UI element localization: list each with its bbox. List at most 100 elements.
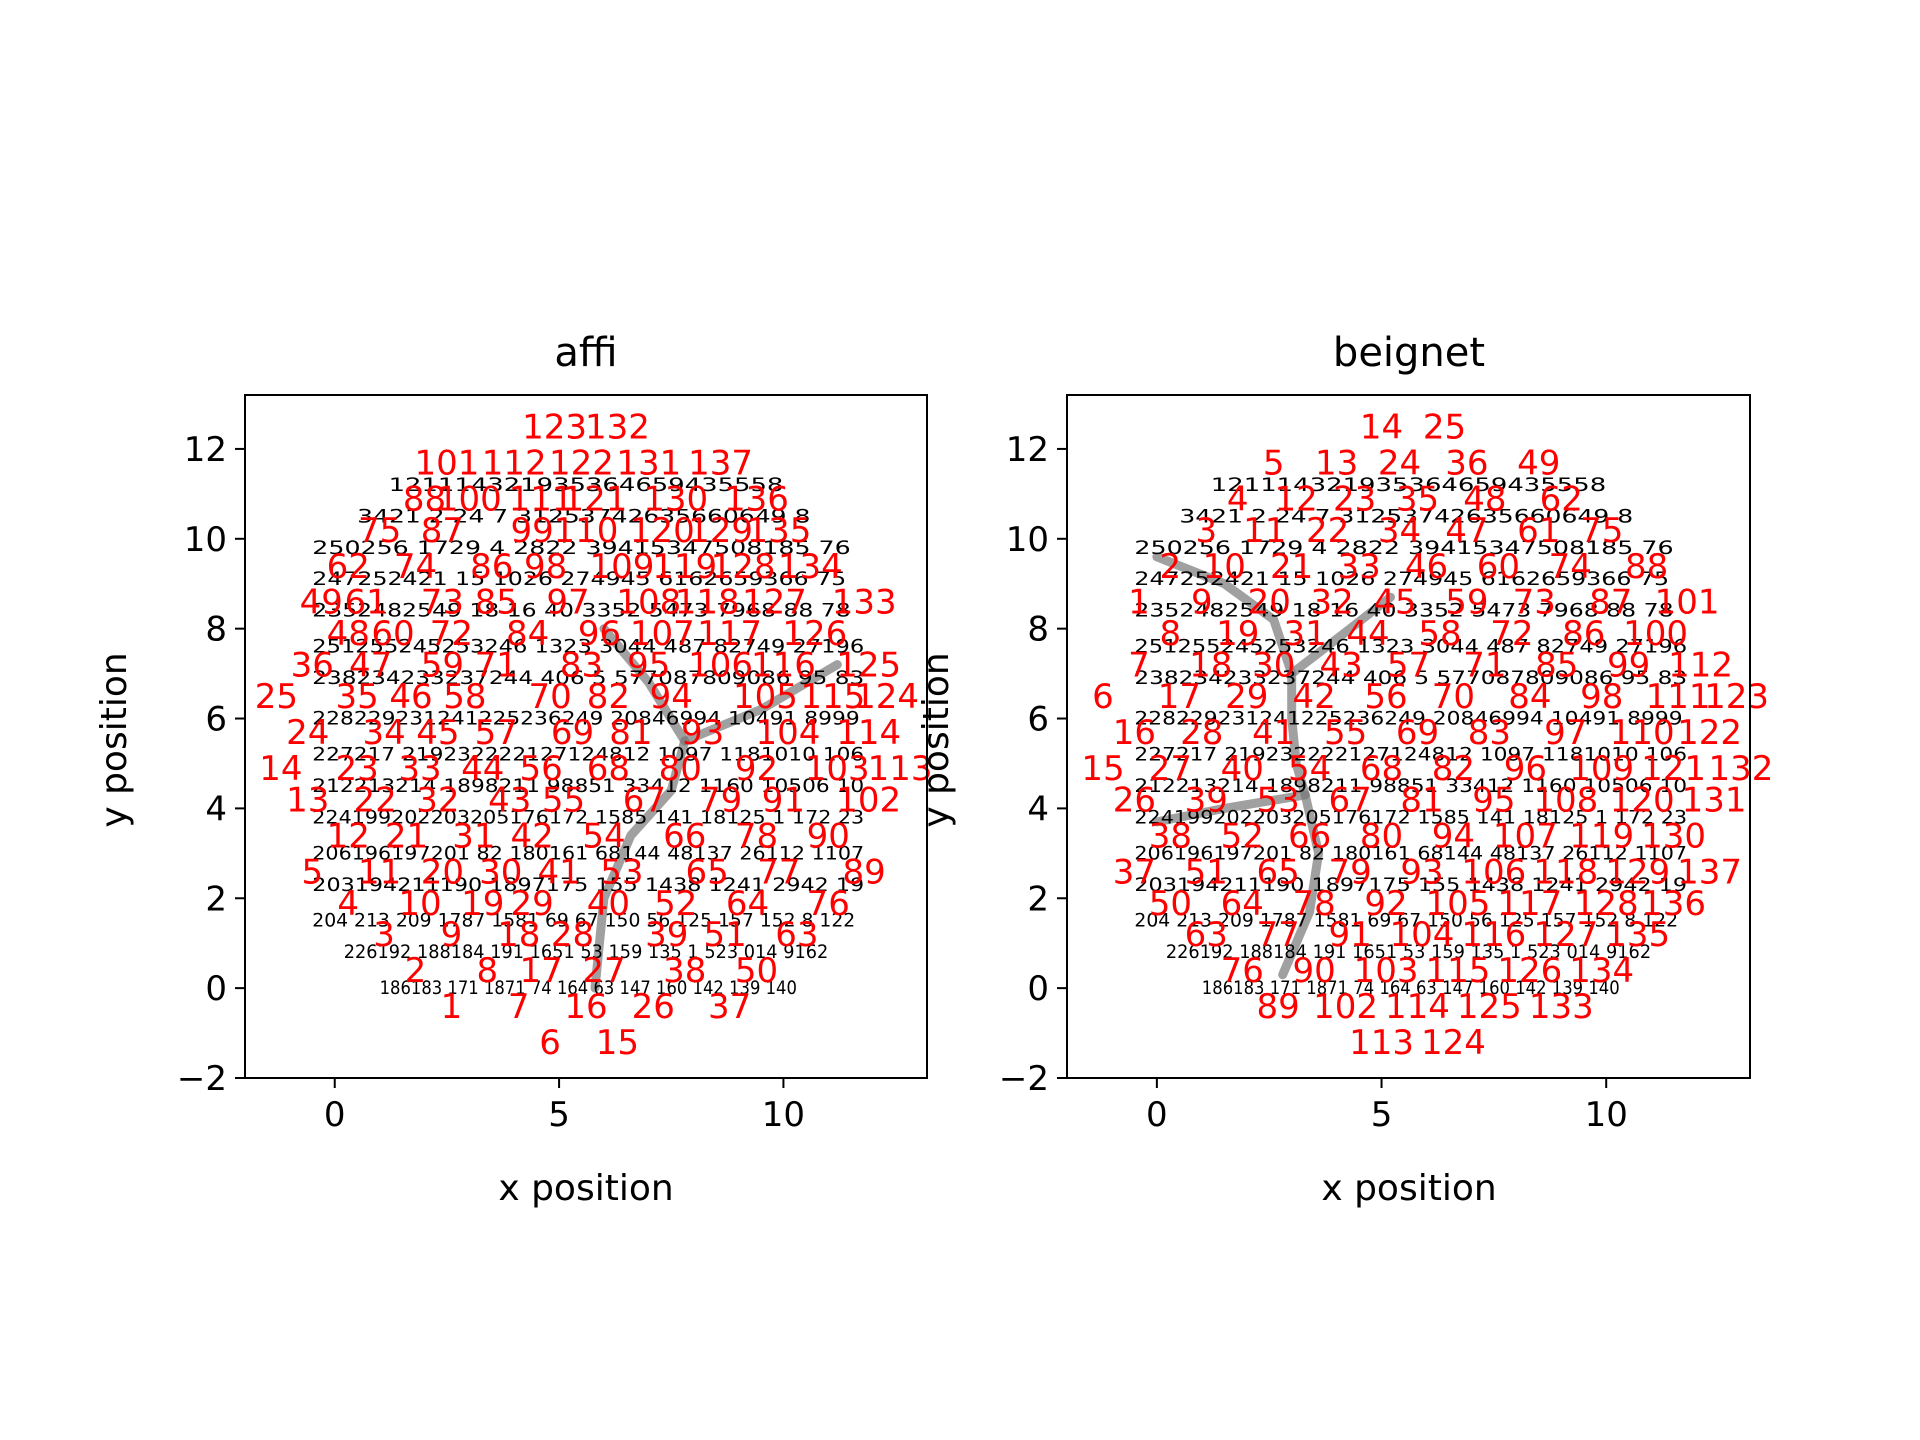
y-tick-label: 4 xyxy=(1027,789,1049,829)
red-node-label: 32 xyxy=(1310,583,1353,623)
red-node-label: 16 xyxy=(1113,713,1156,753)
red-node-label: 64 xyxy=(726,884,769,924)
red-node-label: 103 xyxy=(1354,951,1419,991)
y-tick-label: 12 xyxy=(184,430,227,470)
red-node-label: 74 xyxy=(1549,547,1592,587)
red-node-label: 113 xyxy=(868,749,933,789)
red-node-label: 23 xyxy=(336,749,379,789)
y-tick-label: 6 xyxy=(205,700,227,740)
red-node-label: 104 xyxy=(1390,915,1455,955)
x-axis-label-affi: x position xyxy=(498,1168,673,1209)
red-node-label: 40 xyxy=(587,884,630,924)
red-node-label: 99 xyxy=(511,511,554,551)
red-node-label: 32 xyxy=(416,780,459,820)
red-node-label: 35 xyxy=(1396,479,1439,519)
red-node-label: 61 xyxy=(1517,511,1560,551)
red-node-label: 2 xyxy=(405,951,427,991)
red-node-label: 15 xyxy=(1081,749,1124,789)
black-node-label-row: 206196197201 82 180161 68144 48137 26112… xyxy=(312,842,864,864)
red-node-label: 72 xyxy=(1490,614,1533,654)
red-node-label: 33 xyxy=(398,749,441,789)
red-node-label: 111 xyxy=(509,479,574,519)
red-node-label: 114 xyxy=(836,713,901,753)
red-node-label: 115 xyxy=(800,677,865,717)
axes-frame-beignet xyxy=(1066,394,1751,1079)
red-node-label: 65 xyxy=(1257,852,1300,892)
red-node-label: 107 xyxy=(1493,816,1558,856)
red-node-label: 19 xyxy=(461,884,504,924)
red-node-label: 132 xyxy=(585,407,650,447)
red-node-label: 106 xyxy=(1461,852,1526,892)
red-node-label: 94 xyxy=(1432,816,1475,856)
red-node-label: 120 xyxy=(1610,780,1675,820)
black-node-label-row: 186183 171 1871 74 164 63 147 160 142 13… xyxy=(1202,977,1620,999)
black-node-label-row: 251255245253246 1323 3044 487 82749 2719… xyxy=(1134,636,1687,658)
red-node-label: 101 xyxy=(1655,583,1720,623)
red-node-label: 67 xyxy=(1328,780,1371,820)
red-node-label: 62 xyxy=(327,547,370,587)
red-node-label: 131 xyxy=(1682,780,1747,820)
red-node-label: 93 xyxy=(681,713,724,753)
red-node-label: 122 xyxy=(549,443,614,483)
red-node-label: 82 xyxy=(587,677,630,717)
red-node-label: 18 xyxy=(497,915,540,955)
red-node-label: 16 xyxy=(564,987,607,1027)
red-node-label: 123 xyxy=(1704,677,1769,717)
red-node-label: 45 xyxy=(1373,583,1416,623)
red-node-label: 136 xyxy=(1641,884,1706,924)
red-node-label: 56 xyxy=(519,749,562,789)
y-tick-label: 6 xyxy=(1027,700,1049,740)
red-node-label: 71 xyxy=(1463,646,1506,686)
red-node-label: 90 xyxy=(807,816,850,856)
red-node-label: 44 xyxy=(1346,614,1389,654)
y-tick-label: 10 xyxy=(184,520,227,560)
red-node-label: 59 xyxy=(421,646,464,686)
red-node-label: 26 xyxy=(1113,780,1156,820)
red-node-label: 80 xyxy=(659,749,702,789)
red-node-label: 2 xyxy=(1160,547,1182,587)
red-node-label: 38 xyxy=(1149,816,1192,856)
black-node-label-row: 121114321935364659435558 xyxy=(1211,474,1606,496)
black-node-label-row: 228229231241225236249 20846994 10491 899… xyxy=(1134,708,1682,730)
red-node-label: 55 xyxy=(1324,713,1367,753)
red-node-label: 60 xyxy=(1477,547,1520,587)
red-node-label: 24 xyxy=(1378,443,1421,483)
red-node-label: 125 xyxy=(836,646,901,686)
red-node-label: 108 xyxy=(616,583,681,623)
red-node-label: 31 xyxy=(452,816,495,856)
red-node-label: 125 xyxy=(1457,987,1522,1027)
red-node-label: 137 xyxy=(688,443,753,483)
red-node-label: 24 xyxy=(286,713,329,753)
red-node-label: 117 xyxy=(697,614,762,654)
black-node-label-row: 212213214 1898211 98851 33412 1160 10506… xyxy=(1134,775,1687,797)
red-node-label: 19 xyxy=(1216,614,1259,654)
red-node-label: 94 xyxy=(650,677,693,717)
red-node-label: 34 xyxy=(1378,511,1421,551)
red-node-label: 84 xyxy=(1508,677,1551,717)
red-node-label: 109 xyxy=(589,547,654,587)
red-node-label: 43 xyxy=(488,780,531,820)
red-node-label: 119 xyxy=(652,547,717,587)
red-node-label: 129 xyxy=(688,511,753,551)
red-node-label: 135 xyxy=(1605,915,1670,955)
red-node-label: 13 xyxy=(286,780,329,820)
red-node-label: 51 xyxy=(703,915,746,955)
y-tick-label: 2 xyxy=(205,879,227,919)
red-node-label: 69 xyxy=(1396,713,1439,753)
red-node-label: 25 xyxy=(1423,407,1466,447)
red-node-label: 40 xyxy=(1221,749,1264,789)
y-tick-label: 0 xyxy=(1027,969,1049,1009)
tree-path-segment xyxy=(590,736,690,993)
red-node-label: 82 xyxy=(1432,749,1475,789)
red-node-label: 39 xyxy=(1185,780,1228,820)
red-node-label: 79 xyxy=(699,780,742,820)
red-node-label: 105 xyxy=(1425,884,1490,924)
red-node-label: 55 xyxy=(542,780,585,820)
black-node-label-row: 203194211190 1897175 155 1438 1241 2942 … xyxy=(312,874,864,896)
red-node-label: 101 xyxy=(414,443,479,483)
x-tick-label: 5 xyxy=(1371,1095,1393,1135)
black-node-label-row: 228229231241225236249 20846994 10491 899… xyxy=(312,708,859,730)
